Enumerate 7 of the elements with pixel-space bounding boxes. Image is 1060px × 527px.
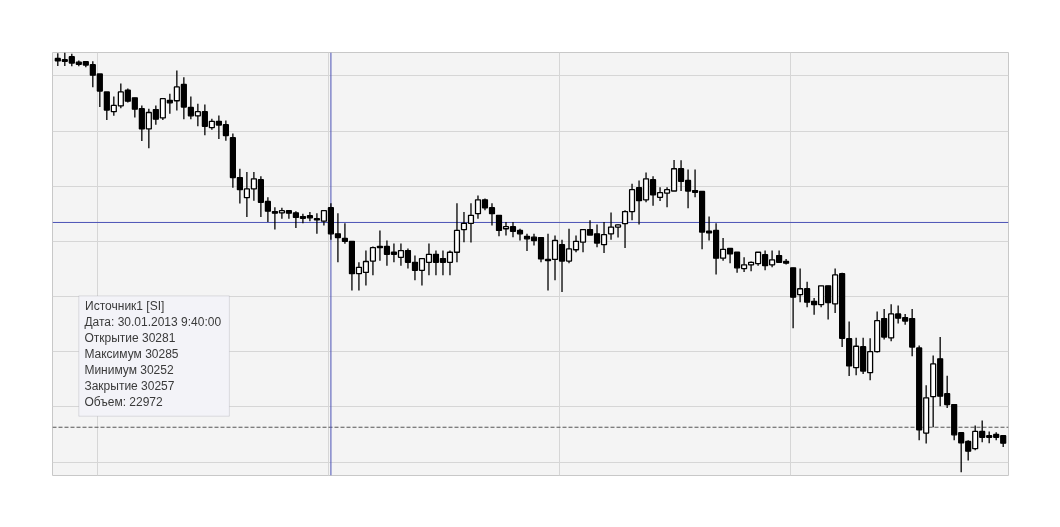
annotation: Объем: 22972 xyxy=(84,394,164,409)
annotation: Открытие 30281 xyxy=(84,330,176,345)
annotation: Минимум 30252 xyxy=(84,362,174,377)
annotation: Источник1 [SI] xyxy=(85,298,165,313)
annotation: Дата: 30.01.2013 9:40:00 xyxy=(84,314,222,329)
annotation: Закрытие 30257 xyxy=(84,378,175,393)
annotation: Максимум 30285 xyxy=(84,346,179,361)
